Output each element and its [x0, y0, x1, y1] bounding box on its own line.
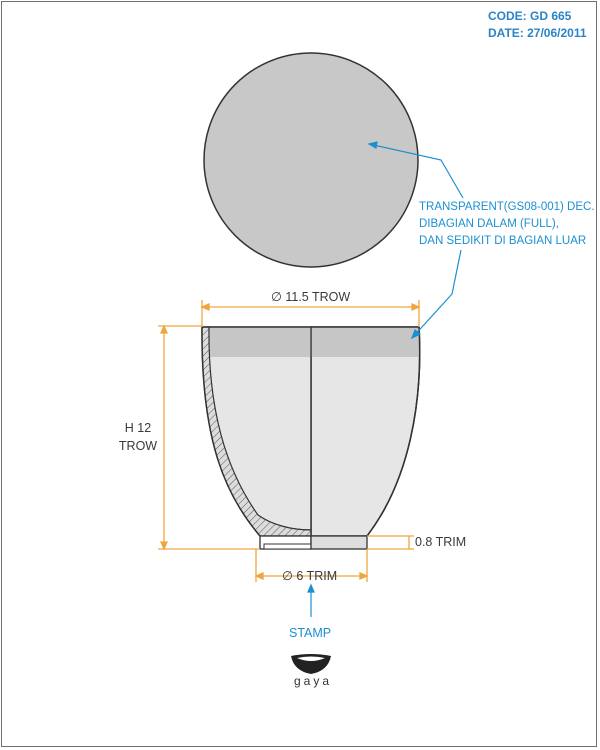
- note-line-1: TRANSPARENT(GS08-001) DEC.: [419, 201, 595, 213]
- drawing-code: CODE: GD 665: [488, 9, 572, 23]
- foot-height-label: 0.8 TRIM: [415, 535, 467, 549]
- note-line-2: DIBAGIAN DALAM (FULL),: [419, 218, 559, 230]
- cup-left-inner: [206, 326, 312, 531]
- cup-right-half: [310, 326, 421, 537]
- note-line-3: DAN SEDIKIT DI BAGIAN LUAR: [419, 235, 587, 247]
- note-leader-lines: [307, 141, 464, 617]
- rim-glaze-band-right: [311, 327, 420, 357]
- foot-ring-right: [310, 535, 368, 550]
- foot-diameter-label: ∅ 6 TRIM: [282, 569, 338, 583]
- dimension-lines: [158, 300, 421, 582]
- gaya-brand-text: gaya: [294, 674, 333, 688]
- cup-outline: [201, 326, 421, 537]
- height-label-line1: H 12: [124, 421, 152, 435]
- height-label-line2: TROW: [118, 439, 158, 453]
- drawing-date: DATE: 27/06/2011: [488, 26, 587, 40]
- stamp-label: STAMP: [289, 626, 332, 640]
- top-diameter-label: ∅ 11.5 TROW: [271, 290, 351, 304]
- gaya-logo-icon: [291, 654, 331, 674]
- rim-glaze-band-left: [208, 327, 311, 357]
- foot-ring-inner-left: [263, 543, 312, 550]
- top-view-circle: [203, 52, 419, 268]
